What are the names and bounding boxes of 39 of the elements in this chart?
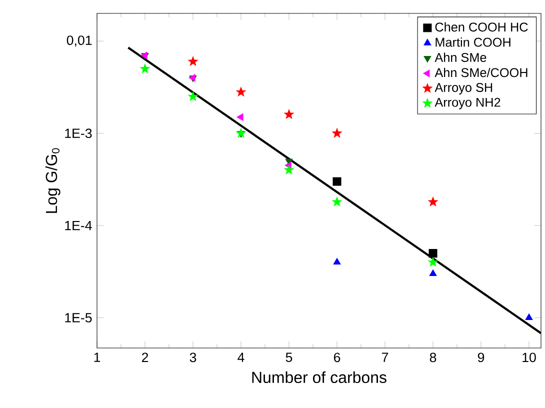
x-tick-label: 3: [190, 352, 196, 362]
legend-label: Ahn SMe/COOH: [434, 68, 528, 78]
y-tick-label: 0,01: [66, 36, 92, 47]
x-tick-label: 10: [522, 352, 536, 362]
x-tick-label: 7: [382, 352, 388, 362]
x-tick-label: 6: [334, 352, 340, 362]
y-axis-title: Log G/G$_{0}$: [45, 148, 60, 213]
x-tick-label: 5: [286, 352, 292, 362]
point: [236, 128, 246, 138]
x-tick-label: 4: [238, 352, 244, 362]
point: [428, 257, 438, 266]
point: [332, 128, 342, 138]
point: [333, 258, 341, 265]
point: [236, 87, 246, 96]
point: [429, 269, 437, 276]
point: [332, 177, 342, 186]
point: [525, 314, 533, 320]
y-tick-label: 1E-4: [65, 220, 92, 230]
legend-label: Arroyo SH: [434, 82, 492, 94]
x-tick-label: 9: [478, 352, 484, 362]
legend-label: Ahn SMe: [434, 52, 486, 62]
point: [236, 113, 244, 121]
point: [332, 196, 342, 206]
point: [428, 196, 438, 206]
x-tick-label: 2: [142, 352, 148, 362]
x-tick-label: 1: [94, 352, 100, 362]
legend-label: Arroyo NH2: [434, 98, 500, 110]
x-tick-label: 8: [430, 352, 436, 362]
point: [428, 249, 438, 258]
point: [188, 92, 198, 101]
point: [284, 109, 294, 119]
legend-label: Martin COOH: [436, 37, 510, 47]
point: [284, 164, 294, 174]
y-tick-label: 1E-3: [65, 128, 92, 138]
legend-label: Chen COOH HC: [435, 22, 528, 32]
point: [188, 56, 198, 66]
x-axis-title: Number of carbons: [252, 371, 386, 384]
y-tick-label: 1E-5: [65, 313, 92, 322]
point: [140, 64, 150, 74]
